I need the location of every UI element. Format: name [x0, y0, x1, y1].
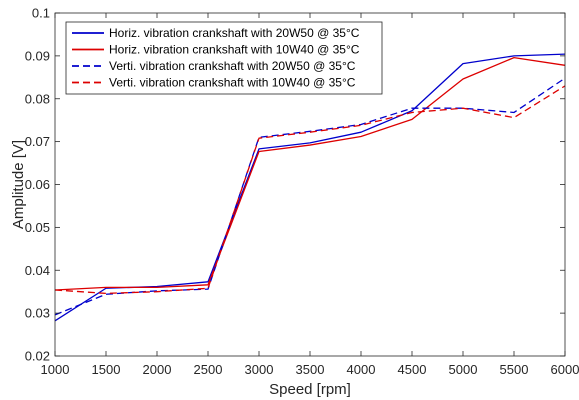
legend-label-2: Horiz. vibration crankshaft with 10W40 @… [109, 43, 360, 57]
x-tick-label: 4000 [347, 362, 376, 377]
y-tick-label: 0.1 [32, 6, 50, 21]
legend-label-1: Horiz. vibration crankshaft with 20W50 @… [109, 26, 360, 40]
y-tick-label: 0.02 [25, 349, 50, 364]
legend-box [65, 21, 383, 95]
x-tick-label: 4500 [398, 362, 427, 377]
x-tick-label: 3500 [296, 362, 325, 377]
x-tick-label: 2500 [194, 362, 223, 377]
series-line-2 [54, 56, 566, 291]
y-tick-label: 0.08 [25, 91, 50, 106]
x-tick-label: 1000 [41, 362, 70, 377]
legend-label-4: Verti. vibration crankshaft with 10W40 @… [109, 76, 356, 90]
x-tick-label: 5000 [449, 362, 478, 377]
series-line-3 [54, 77, 566, 316]
y-tick-label: 0.05 [25, 220, 50, 235]
x-tick-label: 2000 [143, 362, 172, 377]
x-tick-label: 3000 [245, 362, 274, 377]
x-axis-label: Speed [rpm] [269, 381, 351, 398]
series-line-4 [54, 85, 566, 295]
y-tick-label: 0.04 [25, 263, 50, 278]
x-tick-label: 1500 [92, 362, 121, 377]
y-axis-label: Amplitude [V] [10, 140, 27, 229]
x-tick-label: 6000 [551, 362, 579, 377]
y-tick-label: 0.06 [25, 177, 50, 192]
x-tick-label: 5500 [500, 362, 529, 377]
series-layer [54, 53, 566, 322]
y-tick-label: 0.07 [25, 134, 50, 149]
y-tick-label: 0.03 [25, 306, 50, 321]
legend-label-3: Verti. vibration crankshaft with 20W50 @… [109, 59, 356, 73]
y-tick-label: 0.09 [25, 48, 50, 63]
legend: Horiz. vibration crankshaft with 20W50 @… [65, 21, 383, 95]
